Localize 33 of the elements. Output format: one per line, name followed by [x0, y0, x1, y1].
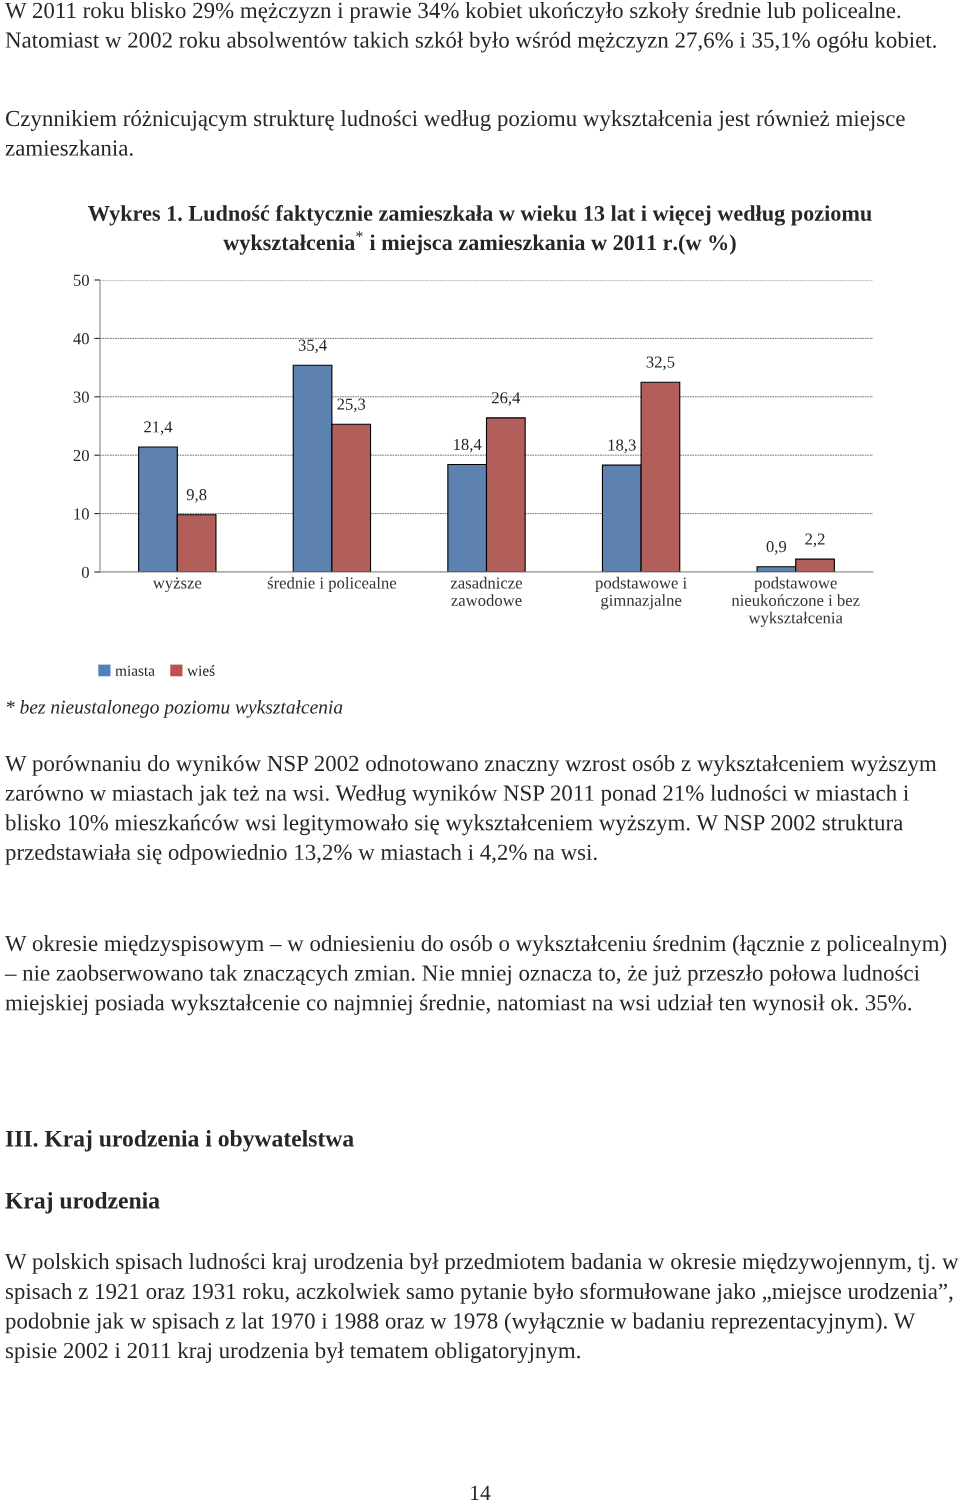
text: Czynnikiem różnicującym strukturę ludności według poziomu wykształcenia jest również miejsce zamieszkania.	[5, 110, 905, 156]
legend-label: wieś	[187, 665, 215, 676]
text: Kraj urodzenia	[5, 1192, 160, 1214]
data-label: 21,4	[144, 421, 173, 435]
data-label: 0,9	[766, 541, 787, 555]
y-tick-label: 40	[73, 333, 89, 345]
text: * bez nieustalonego poziomu wykształcenia	[6, 700, 343, 718]
data-label: 18,4	[454, 438, 482, 453]
x-tick-label: wyższe	[152, 577, 202, 592]
chart-title: Wykres 1. Ludność faktycznie zamieszkała w wieku 13 lat i więcej według poziomu wykształcenia$^{*}$ i miejsca zamieszkania w 2011 r.(w %)	[88, 205, 872, 255]
data-label: 18,3	[608, 439, 636, 454]
text: W 2011 roku blisko 29% mężczyzn i prawie 34% kobiet ukończyło szkoły średnie lub policealne. Natomiast w 2002 roku absolwentów takich szkół było wśród mężczyzn 27,6% i 35,1% ogółu kobiet.	[5, 2, 936, 53]
data-label: 2,2	[805, 533, 825, 548]
data-label: 9,8	[186, 489, 207, 503]
x-tick-label: podstawowe i gimnazjalne	[595, 576, 687, 610]
y-tick-label: 30	[73, 391, 89, 403]
text: 14	[471, 1485, 491, 1500]
y-tick-label: 20	[73, 449, 89, 462]
y-tick-label: 50	[73, 274, 89, 286]
data-label: 26,4	[491, 392, 521, 406]
x-tick-label: podstawowe nieukończone i bez wykształcenia	[731, 576, 860, 627]
text: W porównaniu do wyników NSP 2002 odnotowano znaczny wzrost osób z wykształceniem wyższym zarówno w miastach jak też na wsi. Według wyników NSP 2011 ponad 21% ludności w miastach i blisko 10% mieszkańców wsi legitymowało się wykształceniem wyższym. W NSP 2002 struktura przedstawiała się odpowiednio 13,2% w miastach i 4,2% na wsi.	[5, 755, 937, 865]
text: W polskich spisach ludności kraj urodzenia był przedmiotem badania w okresie międzywojennym, tj. w spisach z 1921 oraz 1931 roku, aczkolwiek samo pytanie było sformułowane jako „miejsce urodzenia”, podobnie jak w spisach z lat 1970 i 1988 oraz w 1978 (wyłącznie w badaniu reprezentacyjnym). W spisie 2002 i 2011 kraj urodzenia był tematem obligatoryjnym.	[5, 1253, 959, 1364]
y-tick-label: 0	[81, 566, 89, 578]
data-label: 32,5	[646, 356, 675, 371]
text: W okresie międzyspisowym – w odniesieniu do osób o wykształceniu średnim (łącznie z policealnym) – nie zaobserwowano tak znaczących zmian. Nie mniej oznacza to, że już przeszło połowa ludności miejskiej posiada wykształcenie co najmniej średnie, natomiast na wsi udział ten wynosił ok. 35%.	[4, 935, 947, 1016]
x-tick-label: zasadnicze zawodowe	[450, 576, 522, 607]
text: III. Kraj urodzenia i obywatelstwa	[5, 1130, 354, 1152]
data-label: 35,4	[298, 339, 327, 354]
y-tick-label: 10	[74, 508, 89, 520]
legend-label: miasta	[115, 665, 155, 676]
x-tick-label: średnie i policealne	[267, 576, 397, 592]
data-label: 25,3	[337, 398, 366, 413]
